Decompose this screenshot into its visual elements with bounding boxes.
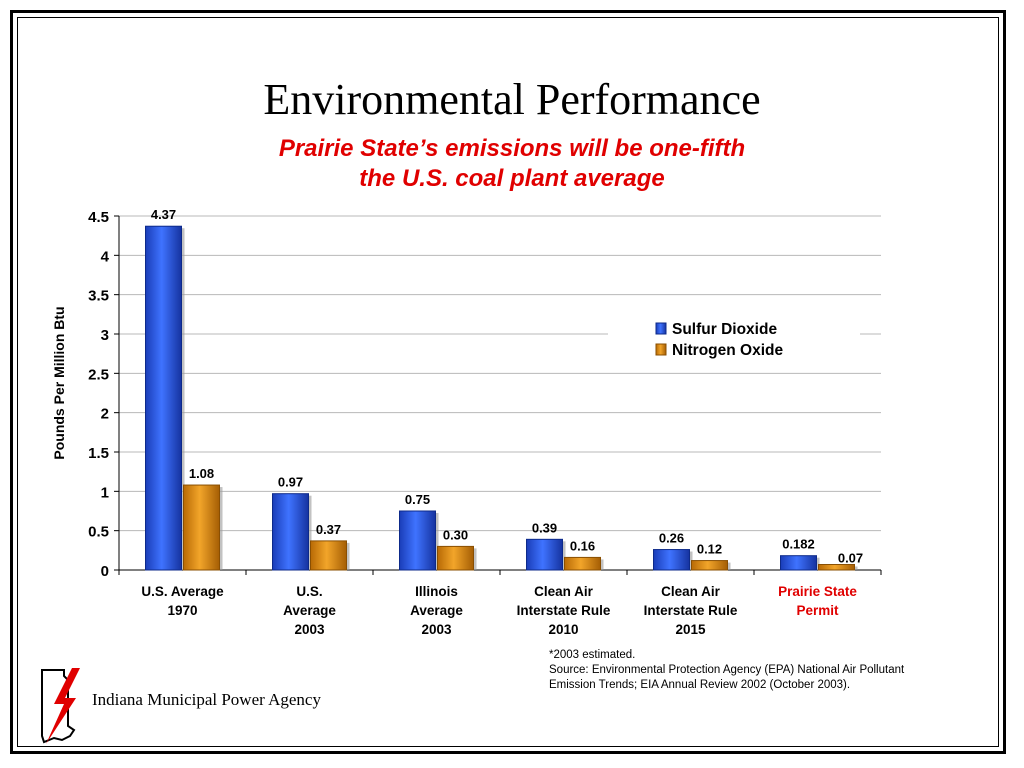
bar-sulfur-dioxide xyxy=(653,549,690,571)
data-label: 0.30 xyxy=(443,527,468,542)
data-label: 4.37 xyxy=(151,207,176,222)
x-category-label: 2010 xyxy=(548,622,578,637)
data-label: 0.97 xyxy=(278,475,303,490)
bar-nitrogen-oxide xyxy=(437,545,474,571)
indiana-lightning-logo-icon xyxy=(41,668,80,744)
y-tick-label: 4.5 xyxy=(88,209,109,226)
x-category-label: 2003 xyxy=(421,622,452,637)
legend-label: Sulfur Dioxide xyxy=(672,321,777,338)
axes: 0 0.5 1 1.5 2 2.5 3 3.5 4 4.5 Pounds Per Million B… xyxy=(51,209,882,637)
data-label: 0.16 xyxy=(570,538,595,553)
gridlines xyxy=(119,215,881,532)
x-category-label: Prairie State xyxy=(778,584,857,599)
data-label: 0.12 xyxy=(697,542,722,557)
x-category-label: Average xyxy=(410,603,463,618)
bar-nitrogen-oxide xyxy=(183,484,220,571)
x-category-label: U.S. xyxy=(296,584,322,599)
bar-sulfur-dioxide xyxy=(399,510,436,571)
data-labels: 4.37 1.08 0.97 0.37 0.75 0.30 0.39 0.16 0.26 0.12… xyxy=(151,207,863,565)
bar-nitrogen-oxide xyxy=(564,556,601,571)
data-label: 0.37 xyxy=(316,522,341,537)
footnote-source: Source: Environmental Protection Agency … xyxy=(549,664,905,691)
legend-label: Nitrogen Oxide xyxy=(672,342,783,359)
x-category-label: Interstate Rule xyxy=(644,603,738,618)
data-label: 0.75 xyxy=(405,492,430,507)
y-tick-label: 2.5 xyxy=(88,366,109,383)
x-category-label: U.S. Average xyxy=(141,584,224,599)
bar-nitrogen-oxide xyxy=(691,560,728,571)
data-label: 0.26 xyxy=(659,531,684,546)
legend-swatch xyxy=(655,322,667,335)
y-tick-label: 2 xyxy=(101,406,109,423)
bars xyxy=(145,225,858,571)
y-tick-label: 1.5 xyxy=(88,445,109,462)
y-tick-label: 3.5 xyxy=(88,288,109,305)
legend: Sulfur Dioxide Nitrogen Oxide xyxy=(608,314,860,368)
x-category-label: 2015 xyxy=(675,622,706,637)
y-tick-label: 3 xyxy=(101,327,109,344)
bar-sulfur-dioxide xyxy=(780,555,817,571)
data-label: 0.182 xyxy=(782,537,815,552)
slide-outer-border xyxy=(10,10,1006,754)
x-category-label: Clean Air xyxy=(534,584,594,599)
bar-sulfur-dioxide xyxy=(145,225,182,571)
y-axis-label: Pounds Per Million Btu xyxy=(51,306,67,459)
footnote-estimate-note: *2003 estimated. xyxy=(549,649,636,661)
x-category-label: Clean Air xyxy=(661,584,721,599)
organization-name: Indiana Municipal Power Agency xyxy=(92,690,321,709)
y-tick-label: 0.5 xyxy=(88,524,109,541)
x-category-label: 2003 xyxy=(294,622,325,637)
bar-nitrogen-oxide xyxy=(818,563,855,571)
data-label: 0.07 xyxy=(838,550,863,565)
legend-box xyxy=(608,314,860,368)
x-category-label: Interstate Rule xyxy=(517,603,611,618)
footnote: *2003 estimated. Source: Environmental P… xyxy=(549,648,909,693)
legend-swatch xyxy=(655,343,667,356)
slide-inner-border xyxy=(17,17,999,747)
x-category-label: Illinois xyxy=(415,584,458,599)
y-tick-label: 1 xyxy=(101,484,109,501)
x-category-label: 1970 xyxy=(167,603,197,618)
data-label: 1.08 xyxy=(189,466,214,481)
bar-nitrogen-oxide xyxy=(310,540,347,571)
x-category-label: Permit xyxy=(796,603,839,618)
x-category-label: Average xyxy=(283,603,336,618)
y-tick-label: 0 xyxy=(101,563,109,580)
data-label: 0.39 xyxy=(532,520,557,535)
slide-title: Environmental Performance xyxy=(263,75,761,124)
slide-subtitle: Prairie State’s emissions will be one-fi… xyxy=(278,135,746,192)
y-tick-label: 4 xyxy=(101,248,110,265)
bar-sulfur-dioxide xyxy=(272,493,309,571)
bar-sulfur-dioxide xyxy=(526,538,563,571)
